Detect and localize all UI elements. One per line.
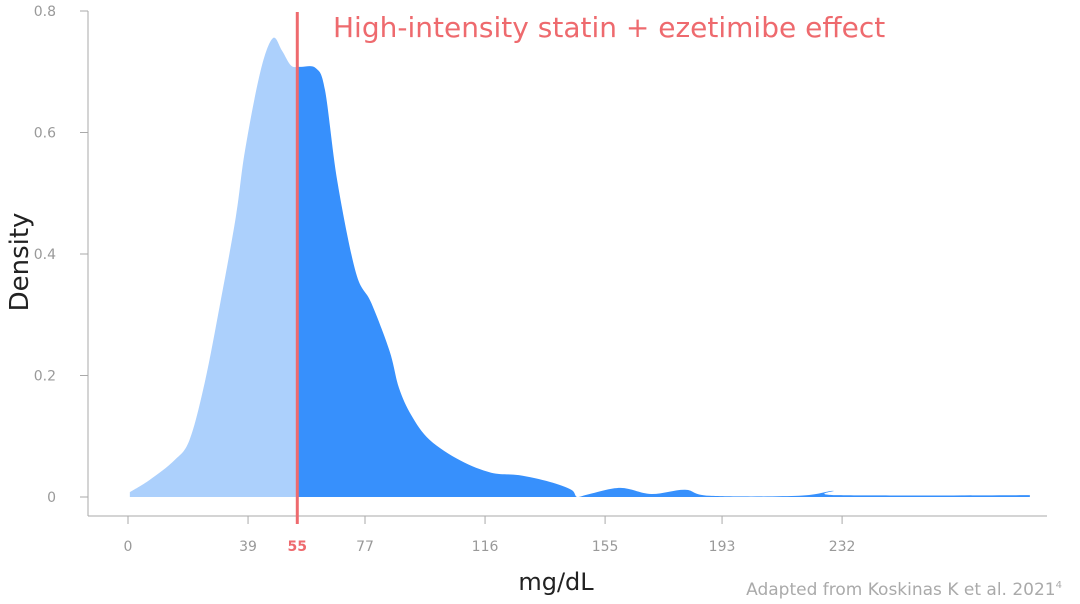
x-tick-label: 193 (709, 539, 736, 555)
y-tick-label: 0 (47, 490, 56, 506)
source-note: Adapted from Koskinas K et al. 20214 (746, 580, 1062, 600)
chart-title: High-intensity statin + ezetimibe effect (333, 11, 885, 44)
x-tick-label: 39 (239, 539, 257, 555)
x-tick-label: 0 (124, 539, 133, 555)
x-tick-label: 77 (356, 539, 374, 555)
y-tick-label: 0.6 (34, 126, 56, 142)
y-axis-label: Density (5, 213, 35, 312)
threshold-tick-label: 55 (288, 539, 307, 555)
x-tick-label: 232 (829, 539, 856, 555)
y-tick-label: 0.4 (34, 247, 56, 263)
x-tick-label: 116 (472, 539, 499, 555)
x-tick-label: 155 (592, 539, 619, 555)
y-tick-label: 0.8 (34, 4, 56, 20)
x-axis-label: mg/dL (518, 568, 594, 596)
density-area-above-threshold (297, 66, 1030, 497)
density-area-below-threshold (129, 37, 298, 497)
y-tick-label: 0.2 (34, 369, 56, 385)
